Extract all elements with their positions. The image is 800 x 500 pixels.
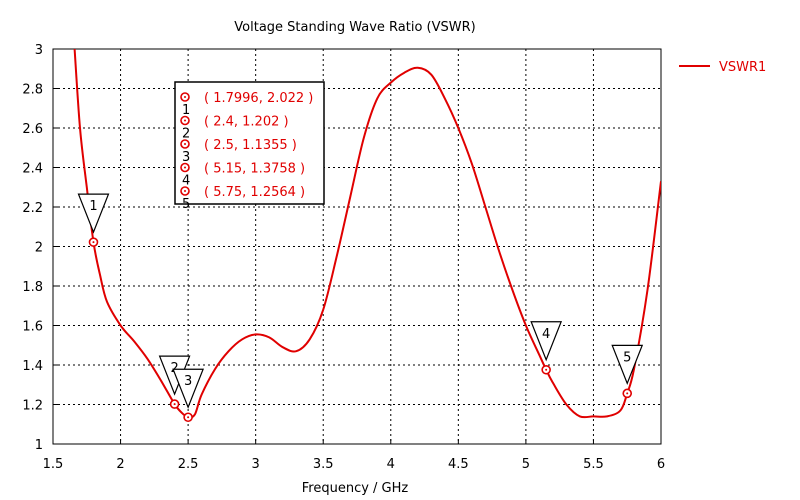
marker-5-number: 5 [623, 350, 631, 365]
y-tick-label: 3 [35, 43, 43, 58]
marker-table-3-value: ( 2.5, 1.1355 ) [204, 138, 297, 153]
marker-1-flag [77, 193, 110, 234]
marker-3-number: 3 [184, 374, 192, 389]
x-tick-label: 5 [522, 457, 530, 472]
x-tick-label: 3 [252, 457, 260, 472]
y-tick-label: 1 [35, 438, 43, 453]
marker-2-dot [173, 403, 176, 406]
marker-table-3-number: 3 [182, 150, 190, 165]
x-tick-label: 5.5 [583, 457, 604, 472]
marker-3-dot [187, 416, 190, 419]
marker-table-3-symbol-dot [184, 143, 186, 145]
marker-5-flag [611, 344, 644, 385]
marker-table-5-number: 5 [182, 197, 190, 212]
marker-table-4-number: 4 [182, 174, 190, 189]
series-line-vswr1 [73, 49, 661, 419]
x-tick-label: 6 [657, 457, 665, 472]
marker-3-flag [172, 368, 204, 409]
marker-table-4-symbol-dot [184, 166, 186, 169]
chart-title: Voltage Standing Wave Ratio (VSWR) [234, 20, 475, 35]
marker-table-1-number: 1 [182, 103, 190, 118]
legend: VSWR1 [679, 60, 766, 75]
marker-1-dot [92, 241, 95, 244]
marker-table-2-number: 2 [182, 127, 190, 142]
y-tick-label: 1.2 [22, 399, 43, 414]
marker-table-5-value: ( 5.75, 1.2564 ) [204, 185, 305, 200]
x-tick-label: 2.5 [178, 457, 199, 472]
marker-table-1-symbol-dot [184, 96, 186, 98]
marker-4-dot [545, 368, 548, 371]
x-tick-label: 4.5 [448, 457, 469, 472]
marker-4-number: 4 [542, 327, 550, 342]
marker-table-4-value: ( 5.15, 1.3758 ) [204, 162, 305, 177]
y-tick-label: 2.4 [22, 162, 43, 177]
series-layer [73, 49, 661, 419]
marker-table-frame [174, 81, 325, 205]
x-tick-label: 2 [116, 457, 124, 472]
x-tick-label: 4 [387, 457, 395, 472]
y-tick-label: 1.8 [22, 280, 43, 295]
marker-1-number: 1 [89, 199, 97, 214]
y-tick-label: 2.6 [22, 122, 43, 137]
marker-table: 1 ( 1.7996, 2.022 ) 2 ( 2.4, 1.202 ) 3 ( 2.5,… [174, 81, 325, 212]
marker-5-dot [626, 392, 629, 395]
x-tick-label: 3.5 [313, 457, 334, 472]
marker-table-5-symbol-dot [184, 190, 186, 192]
marker-table-2-symbol-dot [184, 119, 186, 122]
marker-table-1-value: ( 1.7996, 2.022 ) [204, 91, 313, 106]
y-tick-label: 2 [35, 241, 43, 256]
marker-2-number: 2 [170, 361, 178, 376]
legend-label-vswr1: VSWR1 [719, 60, 766, 75]
grid-lines [53, 49, 661, 444]
x-axis-label: Frequency / GHz [302, 481, 409, 496]
y-tick-label: 1.4 [22, 359, 43, 374]
marker-table-2-value: ( 2.4, 1.202 ) [204, 115, 289, 130]
x-tick-label: 1.5 [43, 457, 64, 472]
y-tick-label: 2.2 [22, 201, 43, 216]
y-tick-label: 2.8 [22, 83, 43, 98]
y-tick-label: 1.6 [22, 320, 43, 335]
axis-ticks: 1.5 2 2.5 3 3.5 4 4.5 5 5.5 6 1 1.2 1.4 1.6 1.8 2 2.2 2.4… [22, 43, 665, 472]
marker-4-flag [530, 321, 563, 362]
